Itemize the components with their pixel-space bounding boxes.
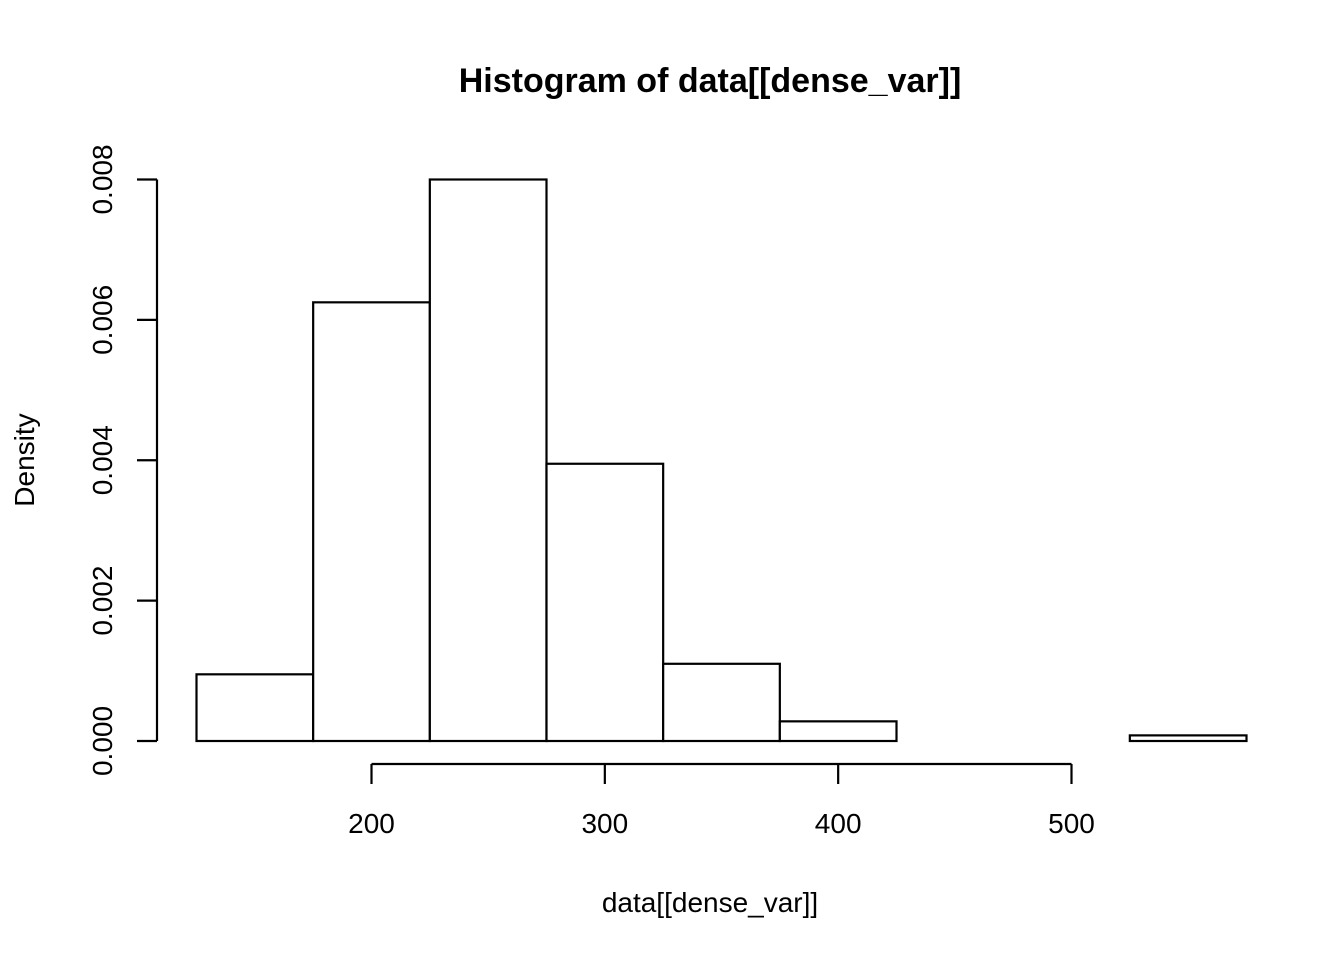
histogram-bar [312,301,431,743]
histogram-bar [428,178,548,743]
histogram-bar [545,462,665,743]
y-tick-label: 0.006 [87,285,118,355]
bars-group [195,178,1248,743]
y-axis-title: Density [9,413,40,506]
histogram-bar [778,720,898,743]
y-tick-label: 0.004 [87,425,118,495]
x-tick-label: 500 [1048,808,1095,839]
x-axis: 200 300 400 500 [348,762,1095,839]
y-tick-label: 0.008 [87,144,118,214]
chart-title: Histogram of data[[dense_var]] [459,62,962,100]
y-tick-label: 0.002 [87,566,118,636]
y-axis: 0.000 0.002 0.004 0.006 0.008 [87,144,159,776]
histogram-bar [195,673,315,743]
histogram-bar [662,662,781,743]
histogram-bar [1128,734,1248,743]
x-tick-label: 200 [348,808,395,839]
x-axis-title: data[[dense_var]] [602,887,818,918]
y-tick-label: 0.000 [87,706,118,776]
x-tick-label: 300 [581,808,628,839]
x-tick-label: 400 [815,808,862,839]
